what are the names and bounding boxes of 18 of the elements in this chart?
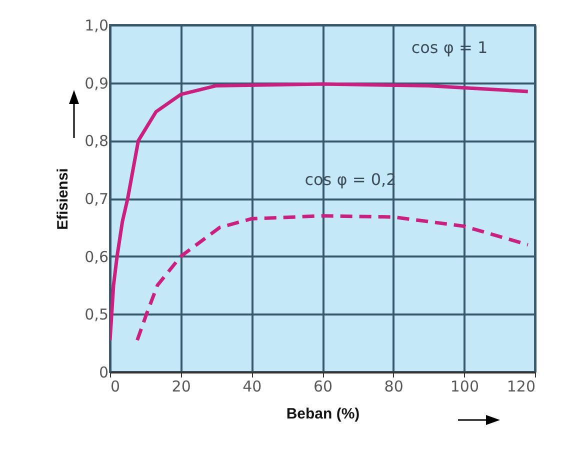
y-tick-label: 0,9 <box>84 74 108 92</box>
y-axis-title: Efisiensi <box>54 168 72 230</box>
x-axis-title: Beban (%) <box>286 406 360 422</box>
y-tick-label: 0,6 <box>84 248 108 266</box>
x-tick-label: 80 <box>384 378 404 396</box>
x-tick-label: 20 <box>172 378 191 396</box>
line-series <box>110 82 530 342</box>
x-tick-label: 40 <box>242 378 262 396</box>
x-tick-label: 100 <box>450 378 479 396</box>
y-tick-label: 0,7 <box>84 190 108 208</box>
y-tick-label: 0,8 <box>84 132 108 150</box>
y-tick-label: 1,0 <box>84 16 108 34</box>
y-tick-label: 0 <box>98 364 108 382</box>
x-tick-label: 60 <box>313 378 333 396</box>
x-tick-label: 120 <box>506 378 536 396</box>
y-tick-label: 0,5 <box>84 306 108 324</box>
line-series <box>136 214 530 342</box>
x-tick-label: 0 <box>110 378 120 396</box>
